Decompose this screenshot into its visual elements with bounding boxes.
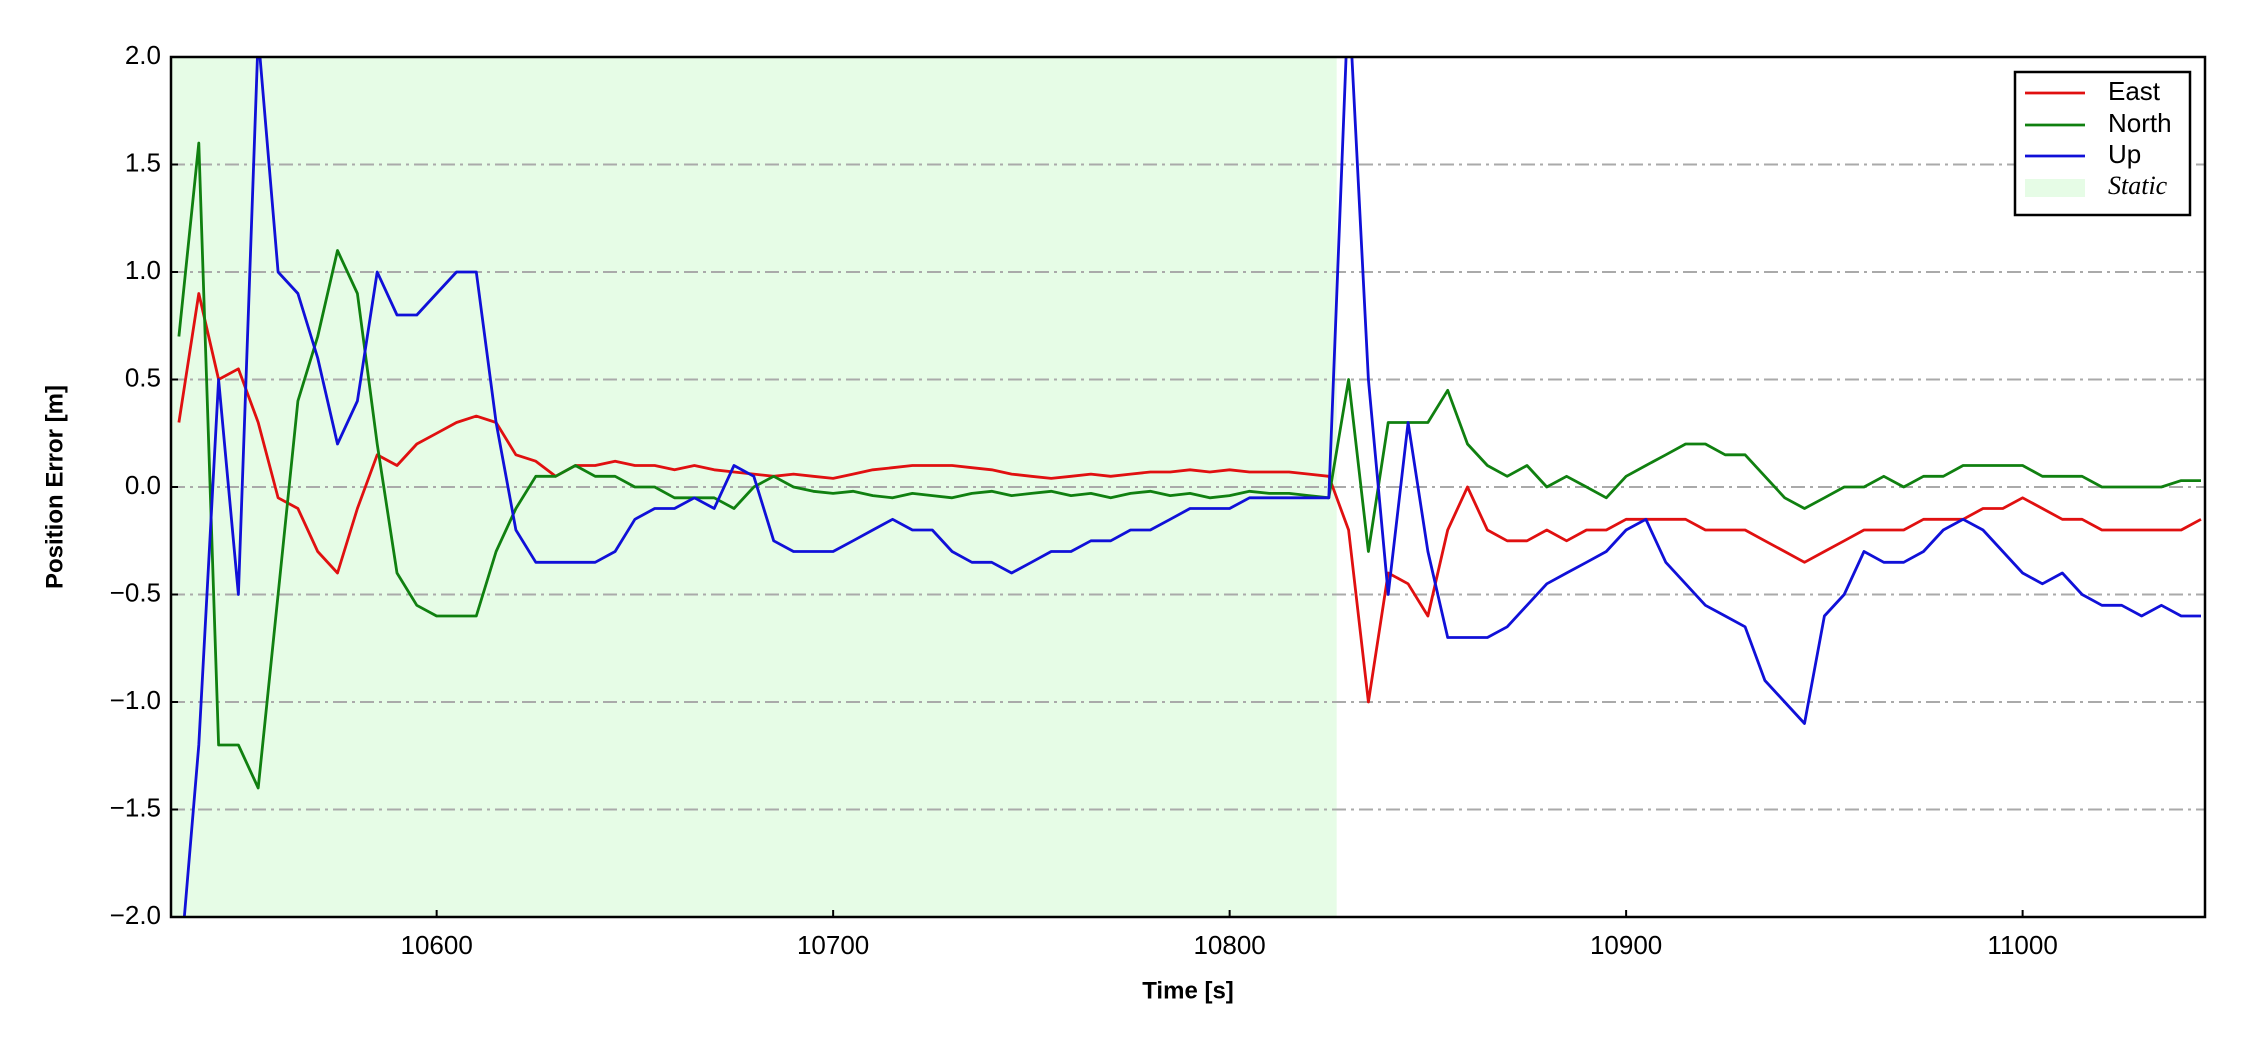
y-axis-label: Position Error [m] — [41, 385, 68, 589]
legend-label: East — [2108, 76, 2161, 106]
y-tick-label: 2.0 — [125, 40, 161, 70]
x-axis-label: Time [s] — [1142, 977, 1234, 1004]
y-tick-label: 1.0 — [125, 255, 161, 285]
y-tick-label: −2.0 — [110, 900, 161, 930]
plot-frame — [169, 55, 2207, 919]
y-tick-label: 0.5 — [125, 362, 161, 392]
y-tick-label: 0.0 — [125, 470, 161, 500]
legend-label: North — [2108, 108, 2172, 138]
y-tick-label: 1.5 — [125, 147, 161, 177]
legend-swatch — [2025, 179, 2085, 197]
legend-label: Up — [2108, 139, 2141, 169]
x-tick-label: 10700 — [797, 930, 869, 960]
x-tick-label: 10800 — [1193, 930, 1265, 960]
x-tick-label: 10600 — [400, 930, 472, 960]
x-tick-label: 11000 — [1987, 930, 2057, 960]
plot-area — [171, 57, 2205, 917]
y-tick-label: −1.0 — [110, 685, 161, 715]
series-line — [182, 57, 2201, 917]
x-tick-label: 10900 — [1590, 930, 1662, 960]
y-tick-label: −0.5 — [110, 577, 161, 607]
series-line — [177, 141, 2201, 790]
legend-label: Static — [2108, 171, 2168, 200]
y-tick-label: −1.5 — [110, 792, 161, 822]
series-line — [177, 292, 2202, 704]
